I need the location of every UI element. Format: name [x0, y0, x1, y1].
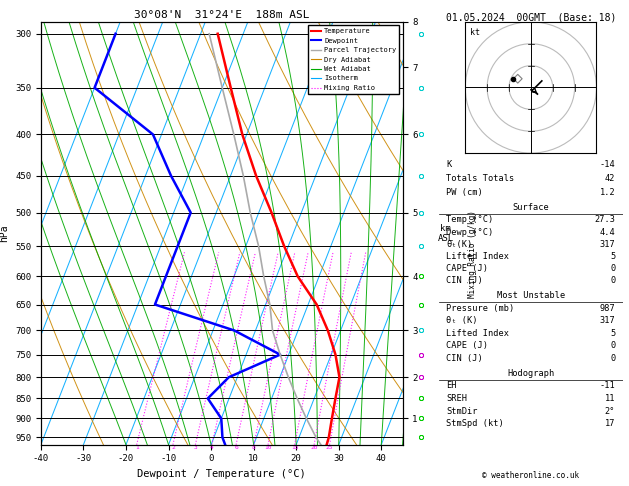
- Text: 0: 0: [610, 264, 615, 273]
- Text: 8: 8: [252, 445, 256, 450]
- Text: 1: 1: [135, 445, 138, 450]
- Text: θₜ (K): θₜ (K): [447, 316, 478, 325]
- Text: 317: 317: [599, 316, 615, 325]
- Text: θₜ(K): θₜ(K): [447, 240, 472, 249]
- Text: Most Unstable: Most Unstable: [497, 291, 565, 300]
- Text: Hodograph: Hodograph: [507, 369, 555, 378]
- Text: StmSpd (kt): StmSpd (kt): [447, 419, 504, 428]
- Text: 17: 17: [605, 419, 615, 428]
- Text: Mixing Ratio (g/kg): Mixing Ratio (g/kg): [467, 210, 477, 298]
- Text: StmDir: StmDir: [447, 407, 478, 416]
- Text: 0: 0: [610, 354, 615, 363]
- Text: 42: 42: [605, 174, 615, 183]
- Text: CAPE (J): CAPE (J): [447, 341, 488, 350]
- Text: 25: 25: [326, 445, 333, 450]
- Text: -11: -11: [599, 382, 615, 390]
- Y-axis label: km
ASL: km ASL: [437, 224, 454, 243]
- Text: 6: 6: [234, 445, 238, 450]
- Text: 4: 4: [210, 445, 214, 450]
- Text: 2°: 2°: [605, 407, 615, 416]
- Text: CIN (J): CIN (J): [447, 276, 483, 285]
- Text: 1.2: 1.2: [599, 188, 615, 197]
- X-axis label: Dewpoint / Temperature (°C): Dewpoint / Temperature (°C): [137, 469, 306, 479]
- Text: EH: EH: [447, 382, 457, 390]
- Title: 30°08'N  31°24'E  188m ASL: 30°08'N 31°24'E 188m ASL: [134, 10, 309, 20]
- Text: Lifted Index: Lifted Index: [447, 252, 509, 261]
- Y-axis label: hPa: hPa: [0, 225, 9, 242]
- Text: 20: 20: [310, 445, 318, 450]
- Text: 0: 0: [610, 341, 615, 350]
- Text: K: K: [447, 160, 452, 169]
- Text: SREH: SREH: [447, 394, 467, 403]
- Text: 2: 2: [171, 445, 175, 450]
- Text: 10: 10: [264, 445, 272, 450]
- Text: 0: 0: [610, 276, 615, 285]
- Text: CAPE (J): CAPE (J): [447, 264, 488, 273]
- Text: 4.4: 4.4: [599, 227, 615, 237]
- Text: 01.05.2024  00GMT  (Base: 18): 01.05.2024 00GMT (Base: 18): [446, 12, 616, 22]
- Text: -14: -14: [599, 160, 615, 169]
- Text: 5: 5: [610, 329, 615, 338]
- Text: 3: 3: [194, 445, 198, 450]
- Text: Dewp (°C): Dewp (°C): [447, 227, 494, 237]
- Text: Surface: Surface: [513, 203, 549, 212]
- Legend: Temperature, Dewpoint, Parcel Trajectory, Dry Adiabat, Wet Adiabat, Isotherm, Mi: Temperature, Dewpoint, Parcel Trajectory…: [308, 25, 399, 94]
- Text: 987: 987: [599, 303, 615, 312]
- Text: 317: 317: [599, 240, 615, 249]
- Text: Totals Totals: Totals Totals: [447, 174, 515, 183]
- Text: 27.3: 27.3: [594, 215, 615, 225]
- Text: © weatheronline.co.uk: © weatheronline.co.uk: [482, 471, 579, 480]
- Text: 5: 5: [610, 252, 615, 261]
- Text: Pressure (mb): Pressure (mb): [447, 303, 515, 312]
- Text: Temp (°C): Temp (°C): [447, 215, 494, 225]
- Text: kt: kt: [470, 28, 480, 37]
- Text: PW (cm): PW (cm): [447, 188, 483, 197]
- Text: CIN (J): CIN (J): [447, 354, 483, 363]
- Text: Lifted Index: Lifted Index: [447, 329, 509, 338]
- Text: 11: 11: [605, 394, 615, 403]
- Text: 15: 15: [291, 445, 298, 450]
